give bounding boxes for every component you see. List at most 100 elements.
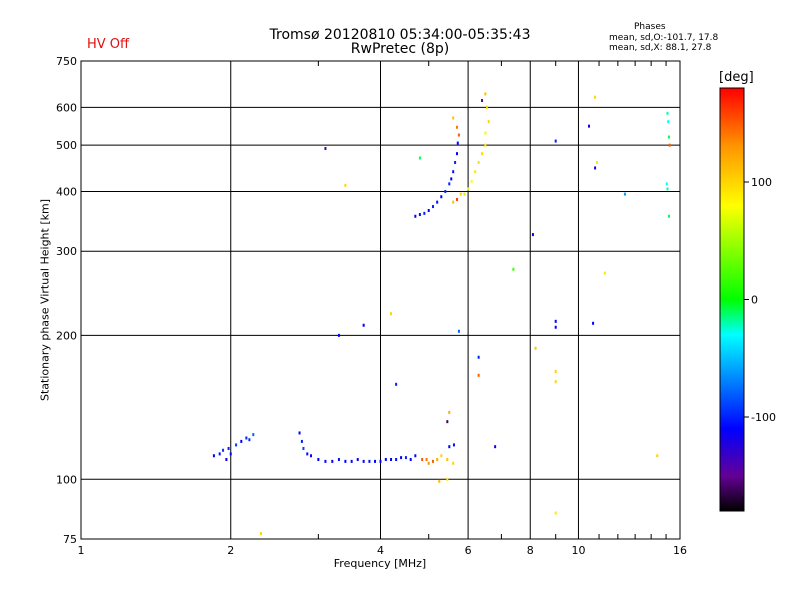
data-point (218, 452, 221, 456)
data-point (450, 177, 453, 181)
data-point (456, 125, 459, 129)
colorbar-unit-label: [deg] (719, 70, 754, 85)
data-point (431, 459, 434, 463)
data-point (225, 457, 228, 461)
data-point (368, 459, 371, 463)
x-tick-label: 1 (78, 544, 85, 557)
data-point (457, 329, 460, 333)
data-point (448, 410, 451, 414)
data-point (484, 92, 487, 96)
data-point (350, 459, 353, 463)
data-point (324, 147, 327, 151)
data-point (446, 457, 449, 461)
data-point (222, 448, 225, 452)
data-point (317, 457, 320, 461)
data-point (554, 380, 557, 384)
data-point (452, 170, 455, 174)
data-point (240, 439, 243, 443)
data-point (356, 457, 359, 461)
data-point (456, 152, 459, 156)
data-point (456, 197, 459, 201)
y-tick-label: 100 (56, 473, 77, 486)
data-point (665, 182, 668, 186)
data-point (436, 200, 439, 204)
data-point (592, 321, 595, 325)
data-point (487, 120, 490, 124)
data-point (395, 457, 398, 461)
x-tick-label: 8 (527, 544, 534, 557)
data-point (452, 116, 455, 120)
data-point (425, 457, 428, 461)
x-tick-label: 4 (377, 544, 384, 557)
data-point (418, 156, 421, 160)
data-point (623, 192, 626, 196)
data-point (554, 511, 557, 515)
phases-title: Phases (634, 22, 666, 32)
chart-title: Tromsø 20120810 05:34:00-05:35:43 (269, 27, 531, 43)
data-point (374, 459, 377, 463)
data-point (427, 461, 430, 465)
data-point (379, 459, 382, 463)
y-tick-label: 400 (56, 185, 77, 198)
data-point (554, 319, 557, 323)
data-point (477, 373, 480, 377)
colorbar-tick-label: 0 (751, 294, 758, 307)
data-point (227, 446, 230, 450)
data-point (252, 433, 255, 437)
data-point (668, 143, 671, 147)
data-point (481, 152, 484, 156)
data-point (484, 131, 487, 135)
data-point (248, 438, 251, 442)
data-point (554, 139, 557, 143)
data-point (477, 355, 480, 359)
chart-subtitle: RwPretec (8p) (350, 41, 450, 57)
colorbar-tick-label: -100 (751, 411, 776, 424)
data-point (362, 323, 365, 327)
plot-frame (80, 60, 681, 540)
data-point (448, 445, 451, 449)
data-point (400, 456, 403, 460)
data-point (229, 452, 232, 456)
colorbar-tick-label: 100 (751, 176, 772, 189)
data-point (212, 454, 215, 458)
data-point (596, 160, 599, 164)
data-point (414, 454, 417, 458)
data-point (300, 439, 303, 443)
data-point (470, 179, 473, 183)
data-point (486, 105, 489, 109)
data-point (448, 182, 451, 186)
data-point (534, 346, 537, 350)
data-point (302, 446, 305, 450)
data-point (444, 189, 447, 193)
x-tick-label: 6 (465, 544, 472, 557)
phases-x-stats: mean, sd,X: 88.1, 27.8 (609, 43, 712, 53)
data-point (245, 436, 248, 440)
data-point (337, 333, 340, 337)
data-point (436, 457, 439, 461)
data-point (452, 443, 455, 447)
data-point (331, 459, 334, 463)
data-point (452, 200, 455, 204)
x-tick-label: 10 (571, 544, 585, 557)
data-point (667, 135, 670, 139)
data-point (481, 99, 484, 103)
x-tick-label: 2 (227, 544, 234, 557)
data-point (512, 267, 515, 271)
data-point (667, 214, 670, 218)
data-point (306, 452, 309, 456)
data-point (427, 209, 430, 213)
data-point (467, 187, 470, 191)
data-point (423, 211, 426, 215)
data-point (438, 479, 441, 483)
data-point (344, 183, 347, 187)
data-point (395, 382, 398, 386)
y-tick-label: 750 (56, 55, 77, 68)
y-tick-label: 300 (56, 245, 77, 258)
data-point (421, 457, 424, 461)
data-point (337, 457, 340, 461)
data-point (440, 195, 443, 199)
data-point (484, 143, 487, 147)
data-point (440, 454, 443, 458)
data-point (384, 457, 387, 461)
